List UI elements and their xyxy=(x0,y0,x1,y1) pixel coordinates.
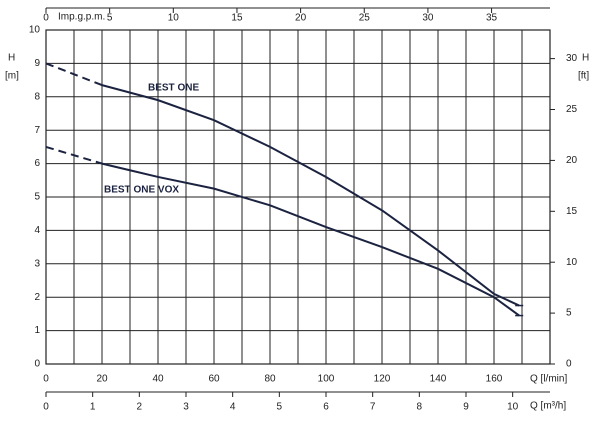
x2-tick-label: 6 xyxy=(323,402,329,413)
y-tick-label: 7 xyxy=(34,125,40,136)
curve xyxy=(101,84,520,307)
curve xyxy=(45,62,103,87)
y-tick-label: 6 xyxy=(34,158,40,169)
curve-label: BEST ONE VOX xyxy=(104,185,179,196)
x-top-tick-label: 10 xyxy=(168,13,180,24)
y2-label: H xyxy=(582,53,589,64)
x-tick-label: 80 xyxy=(264,374,276,385)
x2-tick-label: 9 xyxy=(463,402,469,413)
y2-tick-label: 10 xyxy=(566,257,578,268)
y2-tick-label: 0 xyxy=(566,359,572,370)
x-top-tick-label: 35 xyxy=(486,13,498,24)
y2-tick-label: 5 xyxy=(566,308,572,319)
x2-tick-label: 2 xyxy=(137,402,143,413)
y2-unit: [ft] xyxy=(578,71,589,82)
y2-tick-label: 20 xyxy=(566,155,578,166)
x-top-tick-label: 25 xyxy=(359,13,371,24)
x2-tick-label: 7 xyxy=(370,402,376,413)
x2-tick-label: 5 xyxy=(277,402,283,413)
curve xyxy=(101,162,520,317)
x2-tick-label: 8 xyxy=(417,402,423,413)
y2-tick-label: 15 xyxy=(566,206,578,217)
x-tick-label: 100 xyxy=(318,374,335,385)
y-tick-label: 2 xyxy=(34,292,40,303)
x-tick-label: 40 xyxy=(152,374,164,385)
y2-tick-label: 30 xyxy=(566,53,578,64)
x2-tick-label: 1 xyxy=(90,402,96,413)
x-top-tick-label: 15 xyxy=(231,13,243,24)
y-tick-label: 8 xyxy=(34,91,40,102)
x-top-tick-label: 0 xyxy=(43,13,49,24)
y-unit: [m] xyxy=(5,71,19,82)
x2-tick-label: 3 xyxy=(183,402,189,413)
y-tick-label: 1 xyxy=(34,325,40,336)
x-tick-label: 140 xyxy=(430,374,447,385)
y-tick-label: 4 xyxy=(34,225,40,236)
x2-tick-label: 0 xyxy=(43,402,49,413)
x-tick-label: 60 xyxy=(208,374,220,385)
x-top-tick-label: 5 xyxy=(107,13,113,24)
x-tick-label: 160 xyxy=(486,374,503,385)
y-tick-label: 3 xyxy=(34,258,40,269)
x2-tick-label: 10 xyxy=(507,402,519,413)
x2-tick-label: 4 xyxy=(230,402,236,413)
y2-tick-label: 25 xyxy=(566,104,578,115)
x-tick-label: 120 xyxy=(374,374,391,385)
curve xyxy=(45,145,103,165)
curve-label: BEST ONE xyxy=(148,83,199,94)
x-tick-label: 20 xyxy=(96,374,108,385)
x-top-label: Imp.g.p.m. xyxy=(58,12,105,23)
x-label: Q [l/min] xyxy=(530,374,567,385)
x2-label: Q [m³/h] xyxy=(530,401,566,412)
x-top-tick-label: 20 xyxy=(295,13,307,24)
y-tick-label: 0 xyxy=(34,359,40,370)
x-top-tick-label: 30 xyxy=(422,13,434,24)
y-label: H xyxy=(8,53,15,64)
y-tick-label: 10 xyxy=(29,25,41,36)
x-tick-label: 0 xyxy=(43,374,49,385)
y-tick-label: 9 xyxy=(34,58,40,69)
y-tick-label: 5 xyxy=(34,192,40,203)
